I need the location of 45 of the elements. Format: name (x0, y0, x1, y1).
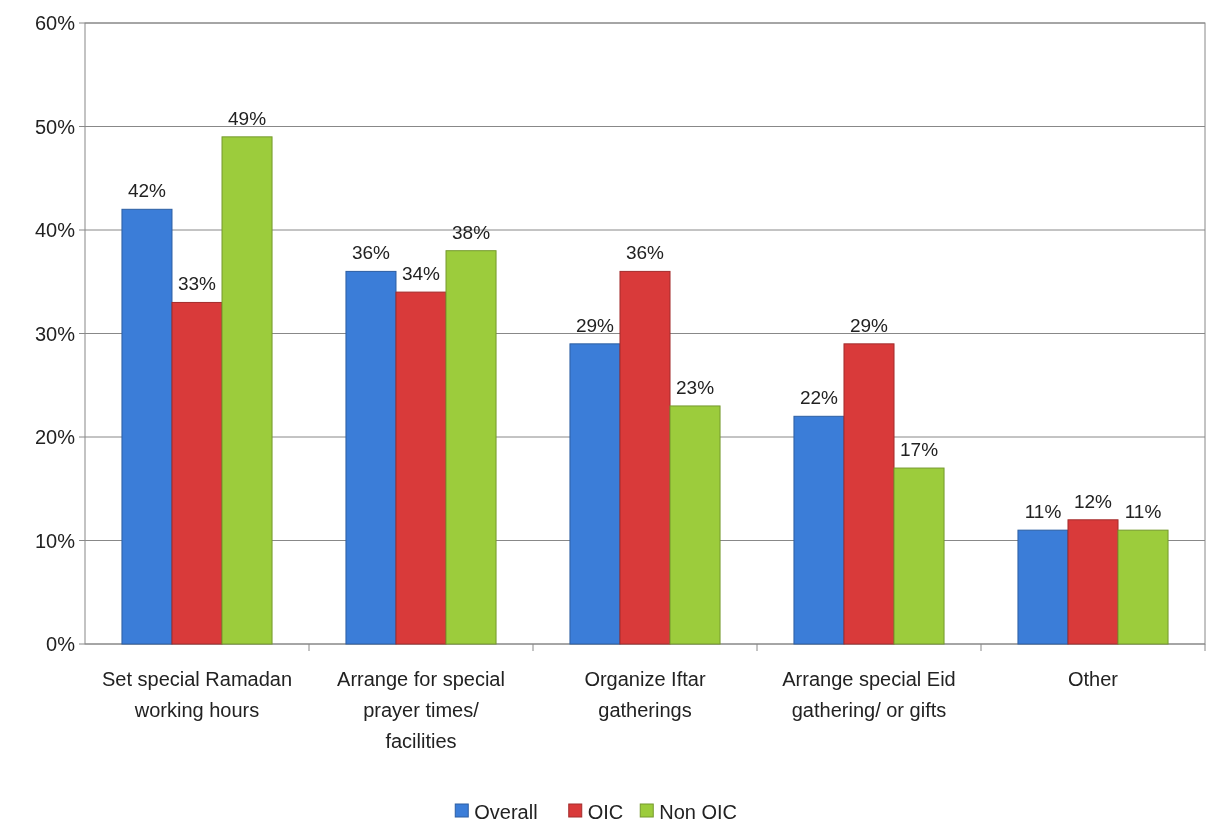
data-label: 29% (849, 314, 889, 336)
data-label: 49% (228, 107, 267, 129)
bar (1017, 529, 1069, 645)
x-tick-label: Arrange special Eid gathering/ or gifts (782, 668, 956, 721)
y-tick-label: 20% (34, 426, 76, 448)
bar (221, 136, 273, 645)
data-label: 29% (575, 314, 615, 336)
data-label: 12% (1073, 490, 1113, 512)
bar (843, 343, 895, 645)
x-tick-label: Other (1067, 668, 1119, 690)
data-label: 36% (351, 242, 391, 264)
y-tick-label: 0% (46, 633, 76, 655)
legend-label: Overall (474, 801, 538, 823)
data-label: 36% (625, 242, 665, 264)
y-tick-label: 40% (34, 219, 76, 241)
bar (893, 467, 945, 645)
bar (1117, 529, 1169, 645)
data-label: 11% (1024, 501, 1062, 523)
bar (121, 208, 173, 645)
bar (569, 343, 621, 645)
x-tick-label: Organize Iftar gatherings (584, 668, 706, 721)
legend-label: Non OIC (659, 801, 738, 823)
bar (171, 301, 223, 645)
x-tick-label: Set special Ramadan working hours (101, 668, 293, 721)
x-tick-label: Arrange for special prayer times/ facilities (337, 668, 505, 752)
data-label: 23% (676, 376, 715, 398)
data-label: 42% (127, 180, 167, 202)
bar (445, 250, 497, 645)
y-tick-label: 10% (34, 529, 76, 552)
y-tick-label: 30% (34, 322, 76, 345)
data-label: 11% (1124, 501, 1162, 523)
data-label: 38% (452, 221, 491, 243)
bar (395, 291, 447, 645)
data-label: 33% (177, 273, 217, 295)
data-label: 34% (401, 263, 441, 285)
bar (345, 270, 397, 645)
bar (793, 415, 845, 645)
bar (1067, 519, 1119, 645)
y-tick-label: 60% (34, 12, 76, 34)
data-label: 17% (900, 439, 939, 461)
y-tick-label: 50% (34, 115, 76, 138)
legend-label: OIC (587, 801, 624, 823)
data-label: 22% (799, 387, 839, 409)
bar (669, 405, 721, 645)
bar (619, 270, 671, 645)
